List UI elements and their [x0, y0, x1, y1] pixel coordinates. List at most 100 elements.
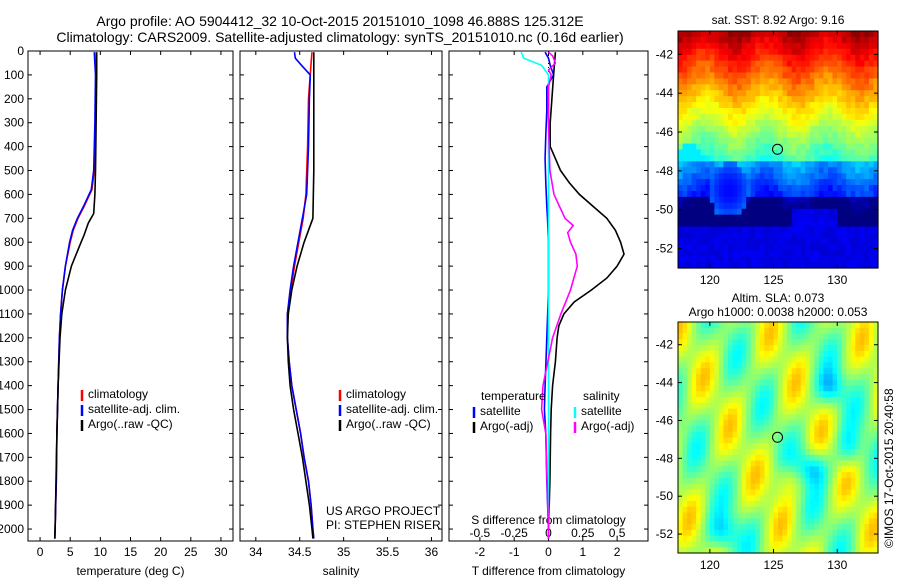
map-cell [678, 368, 684, 375]
x-tick-label: 125 [764, 558, 784, 572]
map-cell [800, 362, 806, 369]
map-cell [778, 547, 784, 554]
map-cell [709, 167, 715, 174]
map-cell [768, 524, 775, 531]
map-cell [750, 262, 756, 269]
map-cell [846, 96, 852, 103]
map-cell [809, 368, 815, 375]
map-cell [682, 143, 688, 151]
map-cell [755, 113, 761, 121]
map-cell [778, 137, 784, 145]
map-cell [723, 173, 729, 180]
map-cell [691, 137, 697, 145]
map-cell [809, 437, 815, 444]
map-cell [873, 501, 879, 508]
map-cell [732, 173, 738, 180]
map-cell [764, 66, 770, 74]
map-cell [759, 333, 765, 340]
map-cell [709, 547, 715, 554]
map-cell [718, 356, 725, 364]
map-cell [778, 155, 784, 162]
map-cell [841, 196, 847, 204]
map-cell [805, 143, 811, 151]
map-cell [746, 512, 752, 519]
map-cell [746, 495, 752, 502]
map-cell [796, 483, 802, 491]
map-cell [737, 143, 743, 151]
map-cell [814, 48, 820, 56]
map-cell [809, 402, 815, 410]
map-cell [768, 90, 775, 97]
map-cell [718, 48, 725, 56]
map-cell [805, 541, 811, 548]
map-cell [814, 202, 820, 210]
map-cell [682, 477, 688, 485]
map-cell [828, 84, 834, 91]
map-cell [841, 362, 847, 369]
map-cell [818, 472, 825, 479]
map-cell [778, 143, 784, 151]
map-cell [782, 373, 788, 381]
map-cell [809, 477, 815, 485]
y-tick-label: 1800 [0, 474, 24, 488]
map-cell [764, 431, 770, 439]
map-cell [687, 179, 693, 186]
map-cell [728, 131, 734, 139]
map-cell [868, 149, 875, 157]
map-cell [755, 131, 761, 139]
map-cell [728, 137, 734, 145]
map-cell [787, 443, 793, 450]
map-cell [796, 155, 802, 162]
map-cell [796, 431, 802, 439]
map-cell [759, 36, 765, 44]
y-tick-label: 800 [4, 235, 24, 249]
map-cell [682, 397, 688, 404]
map-cell [859, 350, 865, 358]
map-cell [768, 547, 775, 554]
map-cell [818, 72, 825, 79]
map-cell [796, 90, 802, 97]
map-cell [791, 48, 797, 56]
map-cell [755, 232, 761, 239]
map-cell [741, 179, 747, 186]
map-cell [737, 36, 743, 44]
map-cell [764, 173, 770, 180]
map-cell [787, 244, 793, 251]
map-cell [778, 466, 784, 473]
map-cell [723, 190, 729, 198]
map-cell [759, 161, 765, 168]
x-tick-label: 34 [249, 545, 263, 559]
map-cell [773, 42, 779, 50]
map-cell [818, 373, 825, 381]
map-cell [737, 385, 743, 392]
map-cell [800, 220, 806, 228]
map-cell [855, 232, 861, 239]
map-cell [787, 356, 793, 364]
map-cell [841, 78, 847, 85]
map-cell [700, 36, 706, 44]
map-cell [828, 131, 834, 139]
map-cell [709, 66, 715, 74]
map-cell [700, 345, 706, 352]
map-cell [768, 149, 775, 157]
map-cell [741, 90, 747, 97]
map-cell [873, 373, 879, 381]
map-cell [741, 220, 747, 228]
map-cell [846, 547, 852, 554]
map-cell [796, 414, 802, 421]
map-cell [805, 36, 811, 44]
map-cell [837, 541, 843, 548]
map-cell [732, 443, 738, 450]
map-cell [791, 547, 797, 554]
map-cell [709, 149, 715, 157]
map-cell [728, 431, 734, 439]
map-cell [714, 529, 720, 537]
map-cell [723, 196, 729, 204]
map-cell [750, 402, 756, 410]
map-cell [700, 84, 706, 91]
map-cell [832, 42, 838, 50]
map-cell [723, 402, 729, 410]
map-cell [818, 208, 825, 216]
map-cell [832, 155, 838, 162]
map-cell [873, 125, 879, 133]
